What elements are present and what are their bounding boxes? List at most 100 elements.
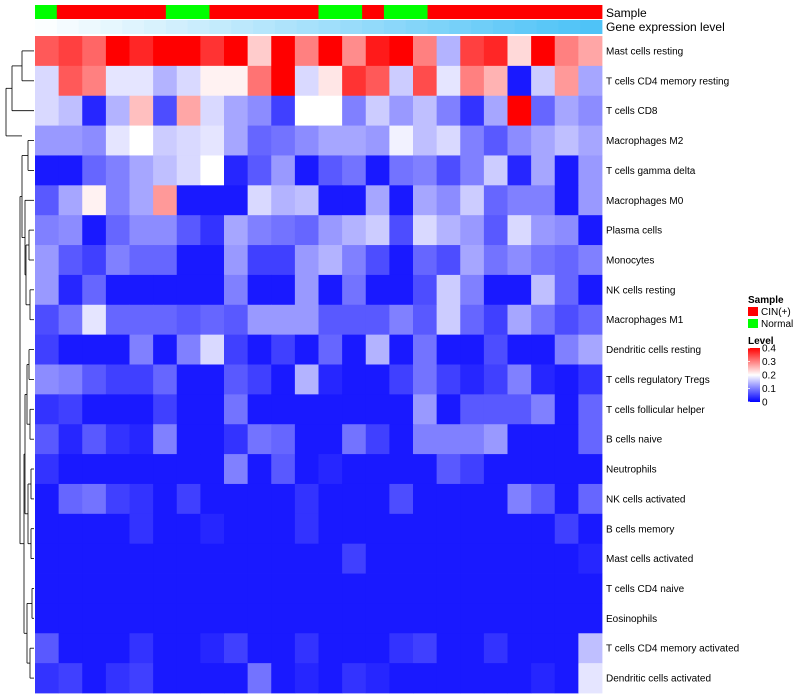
- heatmap-cell: [129, 185, 154, 216]
- heatmap-cell: [82, 215, 107, 246]
- heatmap-cell: [483, 155, 508, 186]
- heatmap-cell: [58, 304, 83, 336]
- heatmap-cell: [105, 36, 130, 67]
- heatmap-cell: [294, 36, 319, 67]
- heatmap-cell: [294, 663, 319, 694]
- gene-expression-annotation-cell: [558, 20, 581, 34]
- heatmap-cell: [176, 274, 201, 306]
- heatmap-cell: [247, 394, 272, 425]
- heatmap-cell: [271, 603, 296, 634]
- heatmap-cell: [35, 155, 60, 186]
- heatmap-cell: [483, 394, 508, 425]
- heatmap-cell: [436, 364, 461, 395]
- heatmap-cell: [82, 543, 107, 574]
- sample-annotation-cell: [383, 5, 407, 19]
- heatmap-cell: [507, 65, 532, 97]
- sample-annotation-cell: [580, 5, 603, 19]
- heatmap-cell: [271, 483, 296, 515]
- heatmap-cell: [82, 394, 107, 425]
- heatmap-cell: [153, 185, 178, 216]
- heatmap-cell: [224, 185, 249, 216]
- heatmap-cell: [153, 424, 178, 455]
- heatmap-cell: [578, 483, 603, 515]
- gene-expression-annotation-cell: [340, 20, 363, 34]
- heatmap-cell: [176, 215, 201, 246]
- heatmap-cell: [318, 185, 343, 216]
- row-label: Mast cells resting: [606, 46, 683, 57]
- heatmap-cell: [554, 304, 579, 336]
- heatmap-cell: [389, 274, 414, 306]
- heatmap-cell: [578, 633, 603, 664]
- heatmap-cell: [35, 95, 60, 126]
- heatmap-cell: [483, 573, 508, 604]
- heatmap-cell: [247, 65, 272, 97]
- heatmap-cell: [129, 364, 154, 395]
- sample-annotation-cell: [362, 5, 385, 19]
- heatmap-cell: [294, 603, 319, 634]
- heatmap-cell: [578, 95, 603, 126]
- heatmap-cell: [318, 663, 343, 694]
- heatmap-cell: [554, 245, 579, 276]
- heatmap-cell: [554, 334, 579, 365]
- heatmap-cell: [389, 424, 414, 455]
- heatmap-cell: [460, 215, 485, 246]
- heatmap-cell: [507, 36, 532, 67]
- heatmap-cell: [271, 304, 296, 336]
- heatmap-cell: [224, 483, 249, 515]
- heatmap-cell: [413, 573, 438, 604]
- heatmap-cell: [294, 185, 319, 216]
- heatmap-cell: [389, 334, 414, 365]
- heatmap-cell: [483, 274, 508, 306]
- heatmap-cell: [342, 573, 367, 604]
- gene-expression-annotation-label: Gene expression level: [606, 20, 725, 34]
- heatmap-cell: [224, 274, 249, 306]
- heatmap-cell: [224, 125, 249, 156]
- heatmap-cell: [200, 274, 225, 306]
- gene-expression-annotation-cell: [383, 20, 407, 34]
- heatmap-cell: [578, 424, 603, 455]
- heatmap-cell: [554, 513, 579, 545]
- heatmap-cell: [247, 633, 272, 664]
- heatmap-cell: [413, 424, 438, 455]
- heatmap-cell: [460, 603, 485, 634]
- heatmap-cell: [483, 334, 508, 365]
- heatmap-cell: [554, 663, 579, 694]
- heatmap-cell: [35, 454, 60, 485]
- row-label: Macrophages M1: [606, 315, 684, 326]
- heatmap-cell: [224, 454, 249, 485]
- sample-annotation-cell: [231, 5, 254, 19]
- heatmap-cell: [200, 36, 225, 67]
- heatmap-cell: [578, 65, 603, 97]
- heatmap-cell: [271, 454, 296, 485]
- heatmap-cell: [318, 304, 343, 336]
- heatmap-cell: [35, 36, 60, 67]
- heatmap-cell: [507, 603, 532, 634]
- heatmap-cell: [531, 245, 556, 276]
- heatmap-cell: [129, 155, 154, 186]
- heatmap-cell: [389, 95, 414, 126]
- heatmap-cell: [294, 483, 319, 515]
- heatmap-cell: [153, 155, 178, 186]
- heatmap-cell: [436, 215, 461, 246]
- heatmap-cell: [365, 155, 390, 186]
- heatmap-cell: [35, 65, 60, 97]
- heatmap-cell: [200, 245, 225, 276]
- heatmap-cell: [507, 483, 532, 515]
- heatmap-cell: [224, 36, 249, 67]
- heatmap-cell: [105, 394, 130, 425]
- gene-expression-annotation-cell: [405, 20, 428, 34]
- heatmap-cell: [247, 155, 272, 186]
- heatmap-cell: [578, 543, 603, 574]
- heatmap-cell: [294, 215, 319, 246]
- gene-expression-annotation-cell: [187, 20, 210, 34]
- heatmap-cell: [105, 215, 130, 246]
- legend-swatch-normal: [748, 319, 758, 328]
- heatmap-cell: [129, 573, 154, 604]
- heatmap-cell: [342, 215, 367, 246]
- heatmap-cell: [153, 125, 178, 156]
- heatmap-cell: [342, 36, 367, 67]
- heatmap-cell: [507, 215, 532, 246]
- heatmap-cell: [389, 245, 414, 276]
- heatmap-cell: [483, 543, 508, 574]
- heatmap-cell: [413, 36, 438, 67]
